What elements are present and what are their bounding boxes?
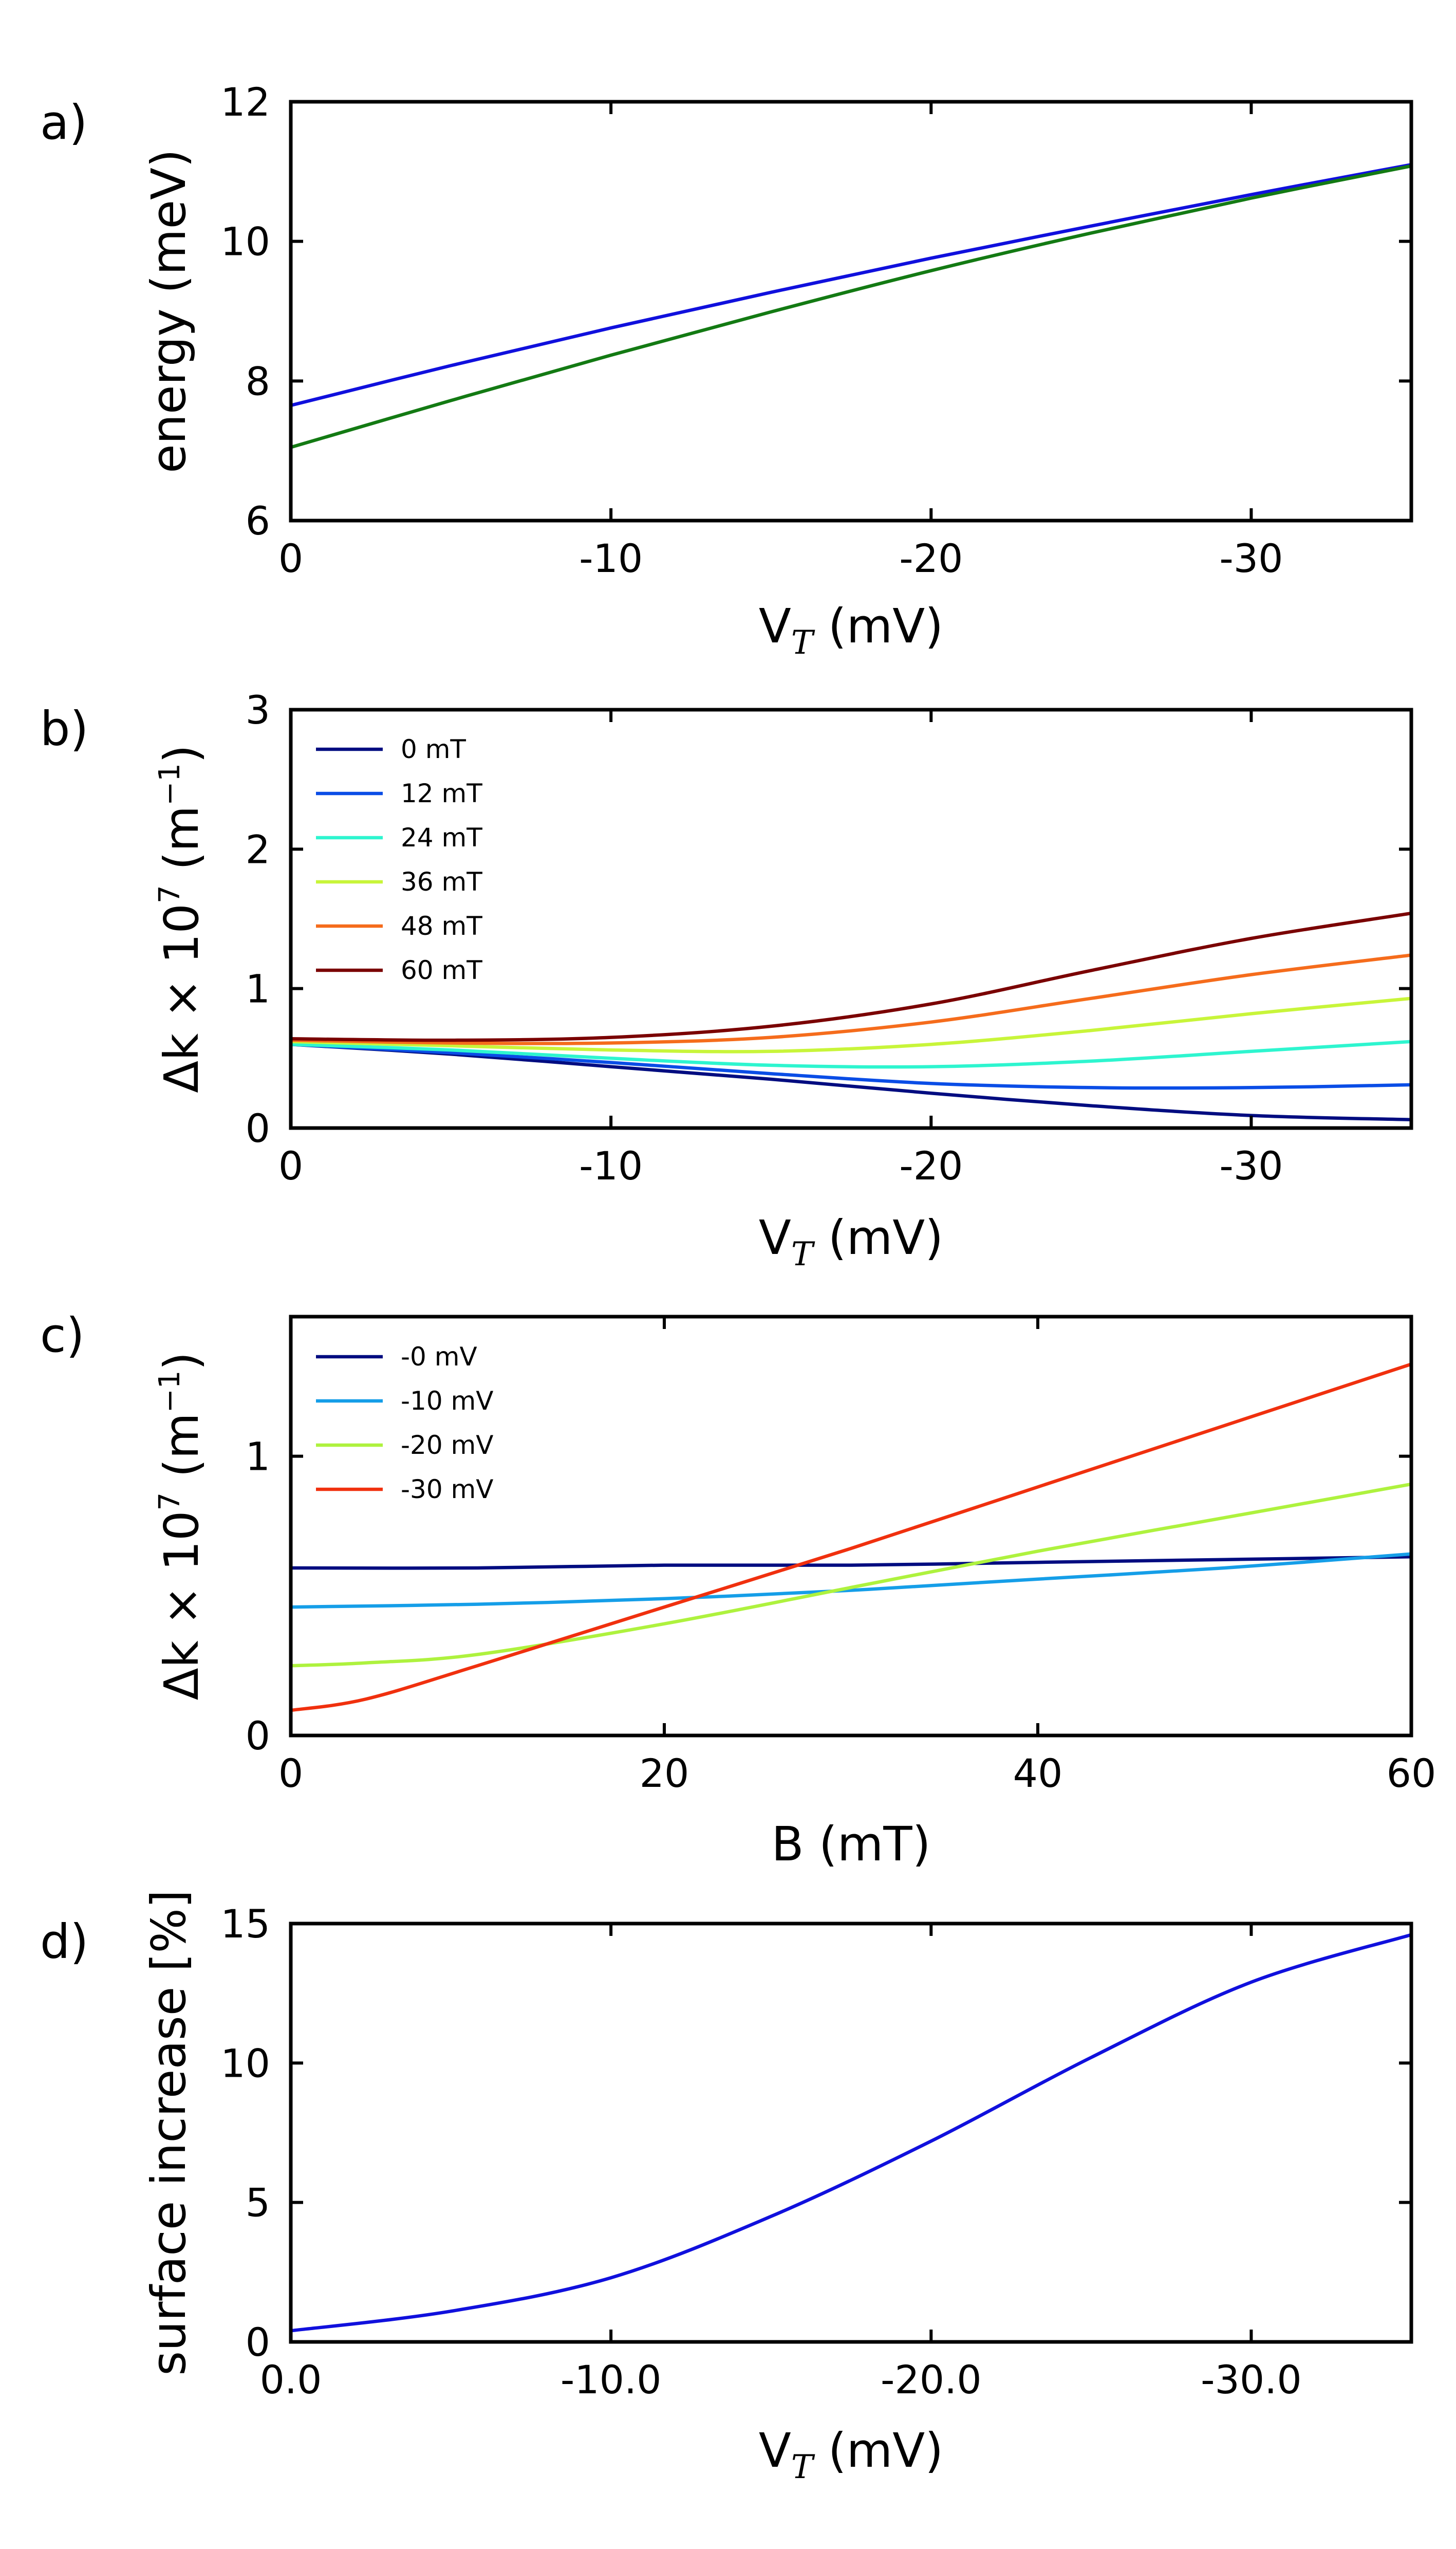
y-tick-label: 15 [220,1901,270,1947]
panel-4: d) 0.0 -10.0 -20.0 -30.0 0 5 10 15 VT (mV) surface… [40,1890,1413,2486]
x-tick-label: -10 [579,1143,643,1189]
series-line-2 [291,1552,1411,1609]
plot-frame [289,1922,1413,2344]
x-tick-label: -20 [899,535,963,581]
y-tick-label: 1 [246,1434,270,1480]
x-tick-label: -20 [899,1143,963,1189]
x-tick-label: 20 [640,1750,689,1796]
legend-label: 24 mT [401,823,482,853]
legend-label: -30 mV [401,1474,493,1504]
series-line-6 [291,911,1411,1042]
y-tick-label: 0 [246,1105,270,1151]
x-axis-label: VT (mV) [759,2423,943,2486]
y-tick-label: 5 [246,2180,270,2226]
y-tick-label: 10 [220,2040,270,2086]
panel-letter: c) [40,1308,84,1363]
series-line-1 [291,1042,1411,1121]
plot-frame [289,1315,1413,1738]
panel-2: b) 0 -10 -20 -30 0 1 2 3 VT (mV) Δk × 107 (m−1) 0 m… [40,687,1413,1273]
y-tick-label: 0 [246,2319,270,2365]
series-group [291,163,1411,449]
y-tick-label: 1 [246,966,270,1012]
y-axis-label: surface increase [%] [141,1890,196,2375]
legend-label: -10 mV [401,1386,493,1416]
legend: -0 mV -10 mV -20 mV -30 mV [316,1342,493,1504]
y-tick-label: 10 [220,219,270,265]
series-line-4 [291,1362,1411,1712]
x-tick-label: 0 [278,1143,303,1189]
legend-label: -0 mV [401,1342,477,1372]
y-tick-label: 12 [220,79,270,125]
x-tick-label: -30.0 [1201,2357,1302,2403]
series-group [291,1933,1411,2333]
x-tick-label: -30 [1219,535,1283,581]
x-tick-label: -20.0 [881,2357,982,2403]
x-tick-label: -10.0 [561,2357,662,2403]
y-axis-label: Δk × 107 (m−1) [153,1352,209,1701]
legend-label: 36 mT [401,867,482,897]
y-tick-label: 8 [246,358,270,404]
y-tick-label: 2 [246,826,270,872]
x-tick-label: 0 [278,1750,303,1796]
series-line-1 [291,1933,1411,2333]
x-tick-label: -10 [579,535,643,581]
y-axis-label: Δk × 107 (m−1) [153,745,209,1093]
plot-frame [289,100,1413,523]
plot-frame [289,708,1413,1130]
y-axis-label: energy (meV) [141,149,196,473]
panel-3: c) 0 20 40 60 0 1 B (mT) Δk × 107 (m−1) -0 mV -10 … [40,1308,1436,1872]
series-line-1 [291,1555,1411,1570]
series-group [291,1362,1411,1712]
y-tick-label: 6 [246,498,270,544]
panel-letter: a) [40,95,87,150]
series-line-2 [291,1042,1411,1090]
series-line-3 [291,1482,1411,1668]
legend-label: 12 mT [401,779,482,808]
panel-letter: d) [40,1914,88,1969]
x-axis-label: B (mT) [772,1817,931,1872]
x-tick-label: 0.0 [260,2357,322,2403]
legend-label: 0 mT [401,734,466,764]
y-tick-label: 0 [246,1713,270,1759]
legend-label: 48 mT [401,911,482,941]
series-line-2 [291,164,1411,449]
x-tick-label: -30 [1219,1143,1283,1189]
series-line-3 [291,1040,1411,1069]
series-group [291,911,1411,1121]
legend-label: -20 mV [401,1430,493,1460]
x-axis-label: VT (mV) [759,1210,943,1273]
panel-letter: b) [40,701,88,756]
legend-label: 60 mT [401,955,482,985]
y-tick-label: 3 [246,687,270,733]
panel-1: a) 0 -10 -20 -30 6 8 10 12 VT (mV) energy (meV) [40,79,1413,662]
series-line-5 [291,953,1411,1045]
series-line-1 [291,163,1411,408]
series-line-4 [291,996,1411,1054]
x-axis-label: VT (mV) [759,599,943,662]
x-tick-label: 40 [1013,1750,1063,1796]
x-tick-label: 60 [1387,1750,1436,1796]
legend: 0 mT 12 mT 24 mT 36 mT 48 mT 60 mT [316,734,482,985]
x-tick-label: 0 [278,535,303,581]
